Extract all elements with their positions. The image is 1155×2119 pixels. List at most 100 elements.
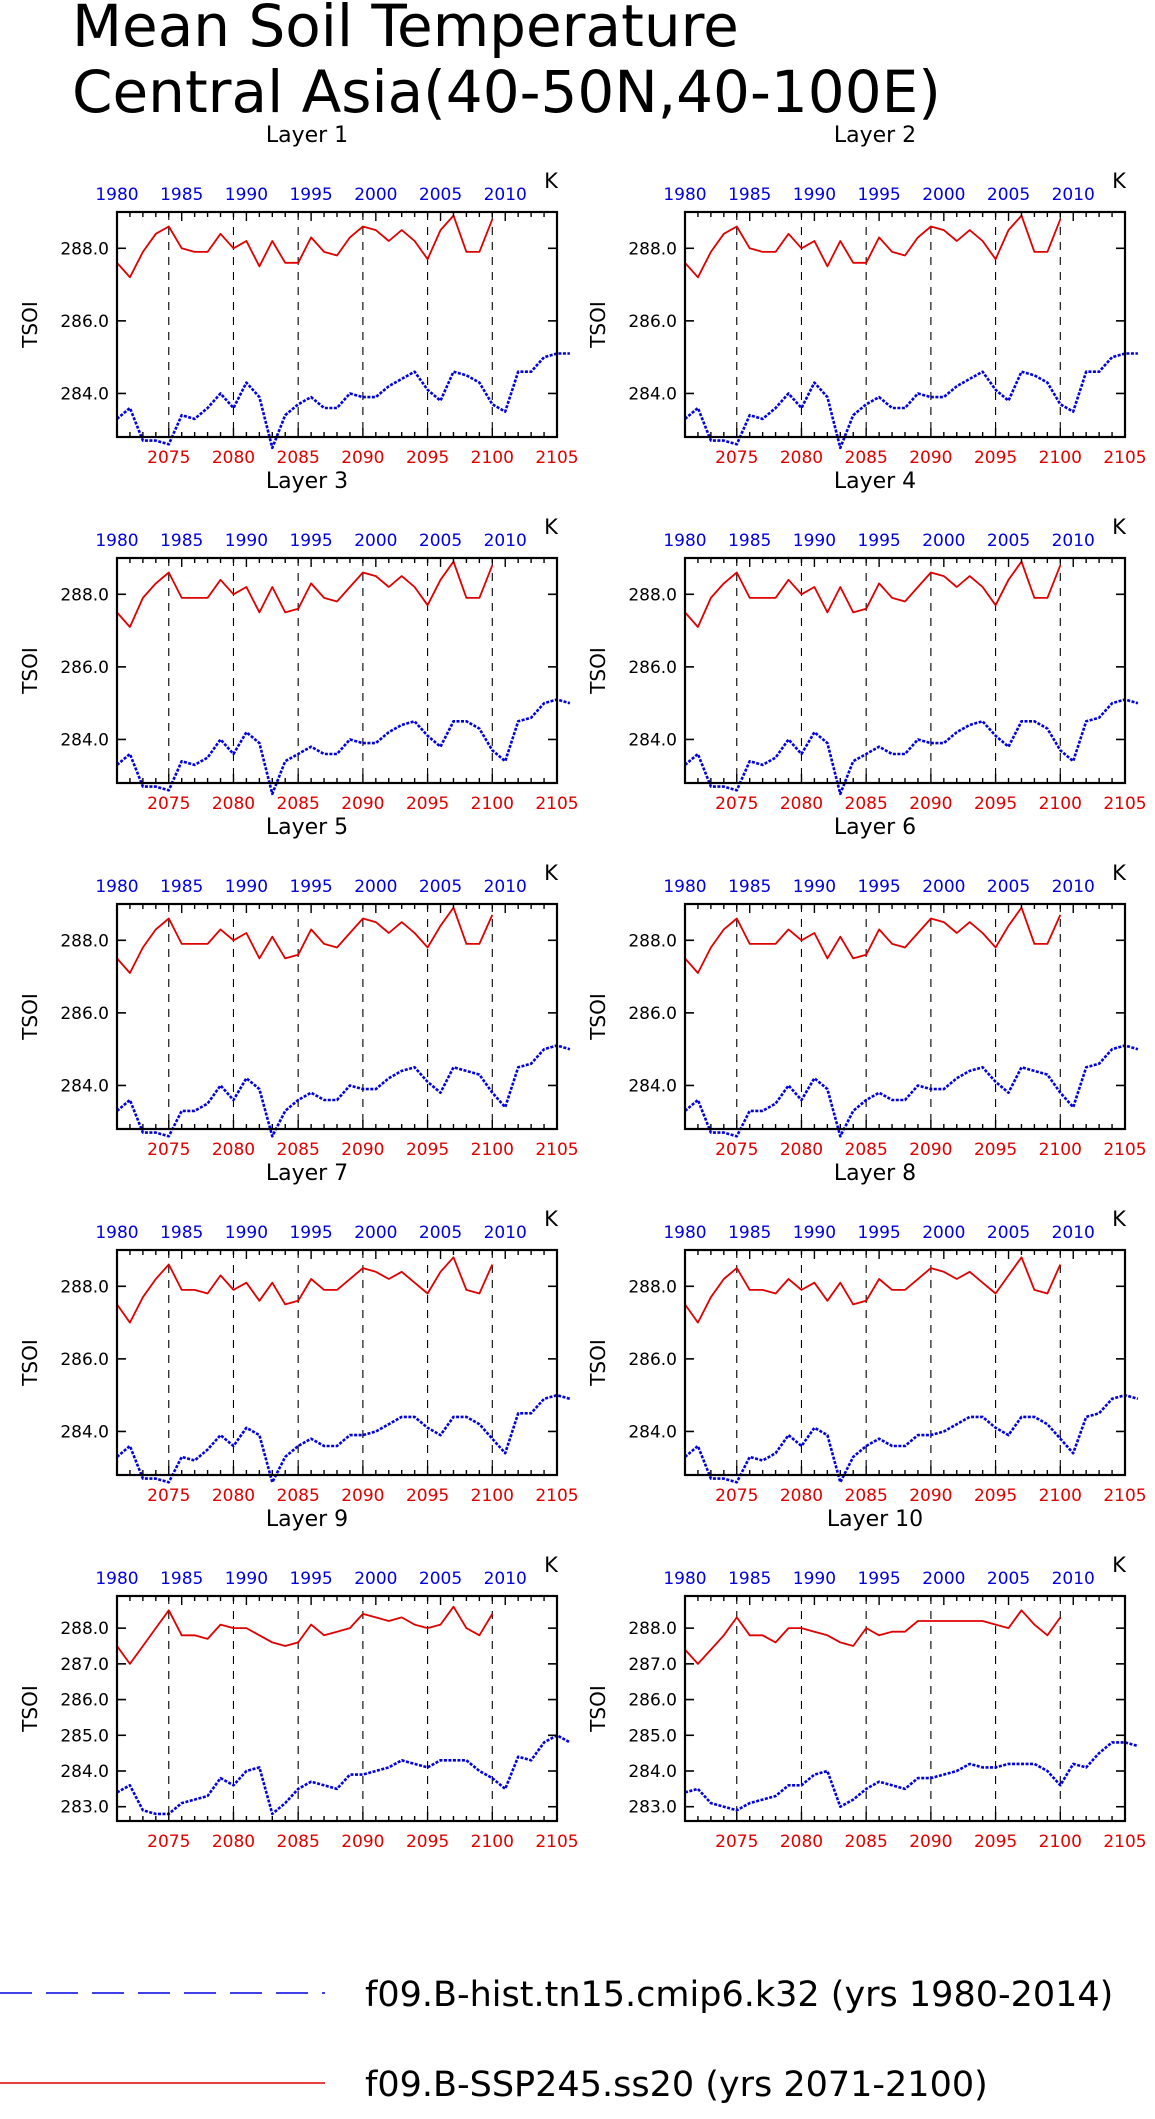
y-tick-label: 284.0 [628,1076,677,1096]
panels-grid: Layer 1 K TSOI 284.0 286.0 288.0 2075 2080 2085 2… [18,123,1147,1852]
x-bottom-tick-label: 2075 [147,1832,190,1852]
x-top-tick-label: 2005 [419,1569,462,1589]
x-top-tick-label: 2000 [922,185,965,205]
series-line-hist [116,1734,571,1816]
x-bottom-tick-label: 2085 [277,1140,320,1160]
y-tick-label: 286.0 [60,658,109,678]
y-tick-label: 288.0 [628,1619,677,1639]
y-axis-label: TSOI [586,993,610,1041]
y-axis-label: TSOI [18,301,42,349]
x-bottom-tick-label: 2105 [1103,1832,1146,1852]
x-bottom-tick-label: 2075 [715,1140,758,1160]
x-bottom-tick-label: 2080 [212,1486,255,1506]
y-tick-label: 286.0 [60,1350,109,1370]
panel-layer-9: Layer 9 K TSOI 283.0 284.0 285.0 286.0 287.0 288… [18,1507,579,1852]
y-tick-label: 288.0 [60,1277,109,1297]
x-bottom-tick-label: 2085 [277,448,320,468]
unit-label: K [1112,169,1127,193]
x-top-tick-label: 1995 [289,1223,332,1243]
y-axis-label: TSOI [586,1685,610,1733]
unit-label: K [1112,861,1127,885]
x-top-tick-label: 1995 [289,1569,332,1589]
y-tick-label: 286.0 [628,1691,677,1711]
plot-frame [115,556,559,785]
panel-layer-3: Layer 3 K TSOI 284.0 286.0 288.0 2075 2080 2085 2… [18,469,579,814]
y-tick-label: 284.0 [628,730,677,750]
x-bottom-tick-label: 2095 [406,1832,449,1852]
y-axis-label: TSOI [18,1685,42,1733]
figure-title-line-1: Mean Soil Temperature [72,0,739,60]
x-bottom-tick-label: 2085 [845,1140,888,1160]
series-line-ssp [116,214,494,279]
plot-frame [683,556,1127,785]
figure-title-line-2: Central Asia(40-50N,40-100E) [72,58,941,126]
panel-layer-7: Layer 7 K TSOI 284.0 286.0 288.0 2075 2080 2085 2… [18,1161,579,1506]
x-top-tick-label: 1990 [793,531,836,551]
y-tick-label: 287.0 [628,1655,677,1675]
x-bottom-tick-label: 2095 [974,794,1017,814]
x-bottom-tick-label: 2100 [1039,448,1082,468]
x-bottom-tick-label: 2090 [909,794,952,814]
x-top-tick-label: 1985 [728,1223,771,1243]
y-tick-label: 286.0 [628,312,677,332]
x-top-tick-label: 2005 [987,877,1030,897]
x-top-tick-label: 1985 [728,531,771,551]
x-bottom-tick-label: 2100 [1039,1486,1082,1506]
x-top-tick-label: 2010 [484,877,527,897]
x-top-tick-label: 1995 [857,531,900,551]
y-tick-label: 285.0 [628,1726,677,1746]
series-line-hist [116,698,571,796]
x-top-tick-label: 1995 [289,877,332,897]
x-bottom-tick-label: 2075 [147,794,190,814]
y-tick-label: 286.0 [628,1350,677,1370]
x-top-tick-label: 1985 [160,877,203,897]
y-tick-label: 286.0 [60,312,109,332]
x-bottom-tick-label: 2080 [212,1140,255,1160]
unit-label: K [544,1553,559,1577]
panel-title: Layer 6 [834,815,916,840]
x-top-tick-label: 1995 [289,185,332,205]
series-line-ssp [684,906,1062,974]
unit-label: K [544,1207,559,1231]
x-bottom-tick-label: 2085 [277,1486,320,1506]
series-line-hist [684,698,1139,796]
x-top-tick-label: 1985 [728,877,771,897]
x-bottom-tick-label: 2075 [147,448,190,468]
x-top-tick-label: 2010 [1052,877,1095,897]
series-line-hist [684,1393,1139,1484]
x-top-tick-label: 1980 [95,185,138,205]
x-top-tick-label: 1980 [663,531,706,551]
x-bottom-tick-label: 2085 [845,1832,888,1852]
series-line-hist [116,1044,571,1138]
x-bottom-tick-label: 2095 [974,1486,1017,1506]
x-bottom-tick-label: 2090 [341,1832,384,1852]
x-top-tick-label: 2005 [987,531,1030,551]
y-axis-label: TSOI [18,993,42,1041]
x-top-tick-label: 1985 [160,531,203,551]
y-tick-label: 286.0 [60,1691,109,1711]
panel-title: Layer 2 [834,123,916,148]
panel-title: Layer 3 [266,469,348,494]
plot-frame [683,902,1127,1131]
x-bottom-tick-label: 2080 [212,794,255,814]
y-tick-label: 284.0 [60,384,109,404]
series-line-ssp [116,1256,494,1324]
panel-layer-2: Layer 2 K TSOI 284.0 286.0 288.0 2075 2080 2085 2… [586,123,1147,468]
x-top-tick-label: 1980 [95,1223,138,1243]
x-top-tick-label: 1990 [793,185,836,205]
x-bottom-tick-label: 2085 [845,1486,888,1506]
x-bottom-tick-label: 2085 [845,448,888,468]
x-top-tick-label: 1995 [857,877,900,897]
x-bottom-tick-label: 2075 [147,1486,190,1506]
x-top-tick-label: 1980 [95,531,138,551]
x-bottom-tick-label: 2090 [909,1140,952,1160]
y-tick-label: 284.0 [60,1076,109,1096]
x-top-tick-label: 2010 [484,1223,527,1243]
y-tick-label: 284.0 [60,1762,109,1782]
y-tick-label: 288.0 [628,1277,677,1297]
x-top-tick-label: 2005 [987,1569,1030,1589]
legend-ssp-label: f09.B-SSP245.ss20 (yrs 2071-2100) [365,2065,988,2105]
x-top-tick-label: 1990 [225,877,268,897]
y-tick-label: 284.0 [628,384,677,404]
